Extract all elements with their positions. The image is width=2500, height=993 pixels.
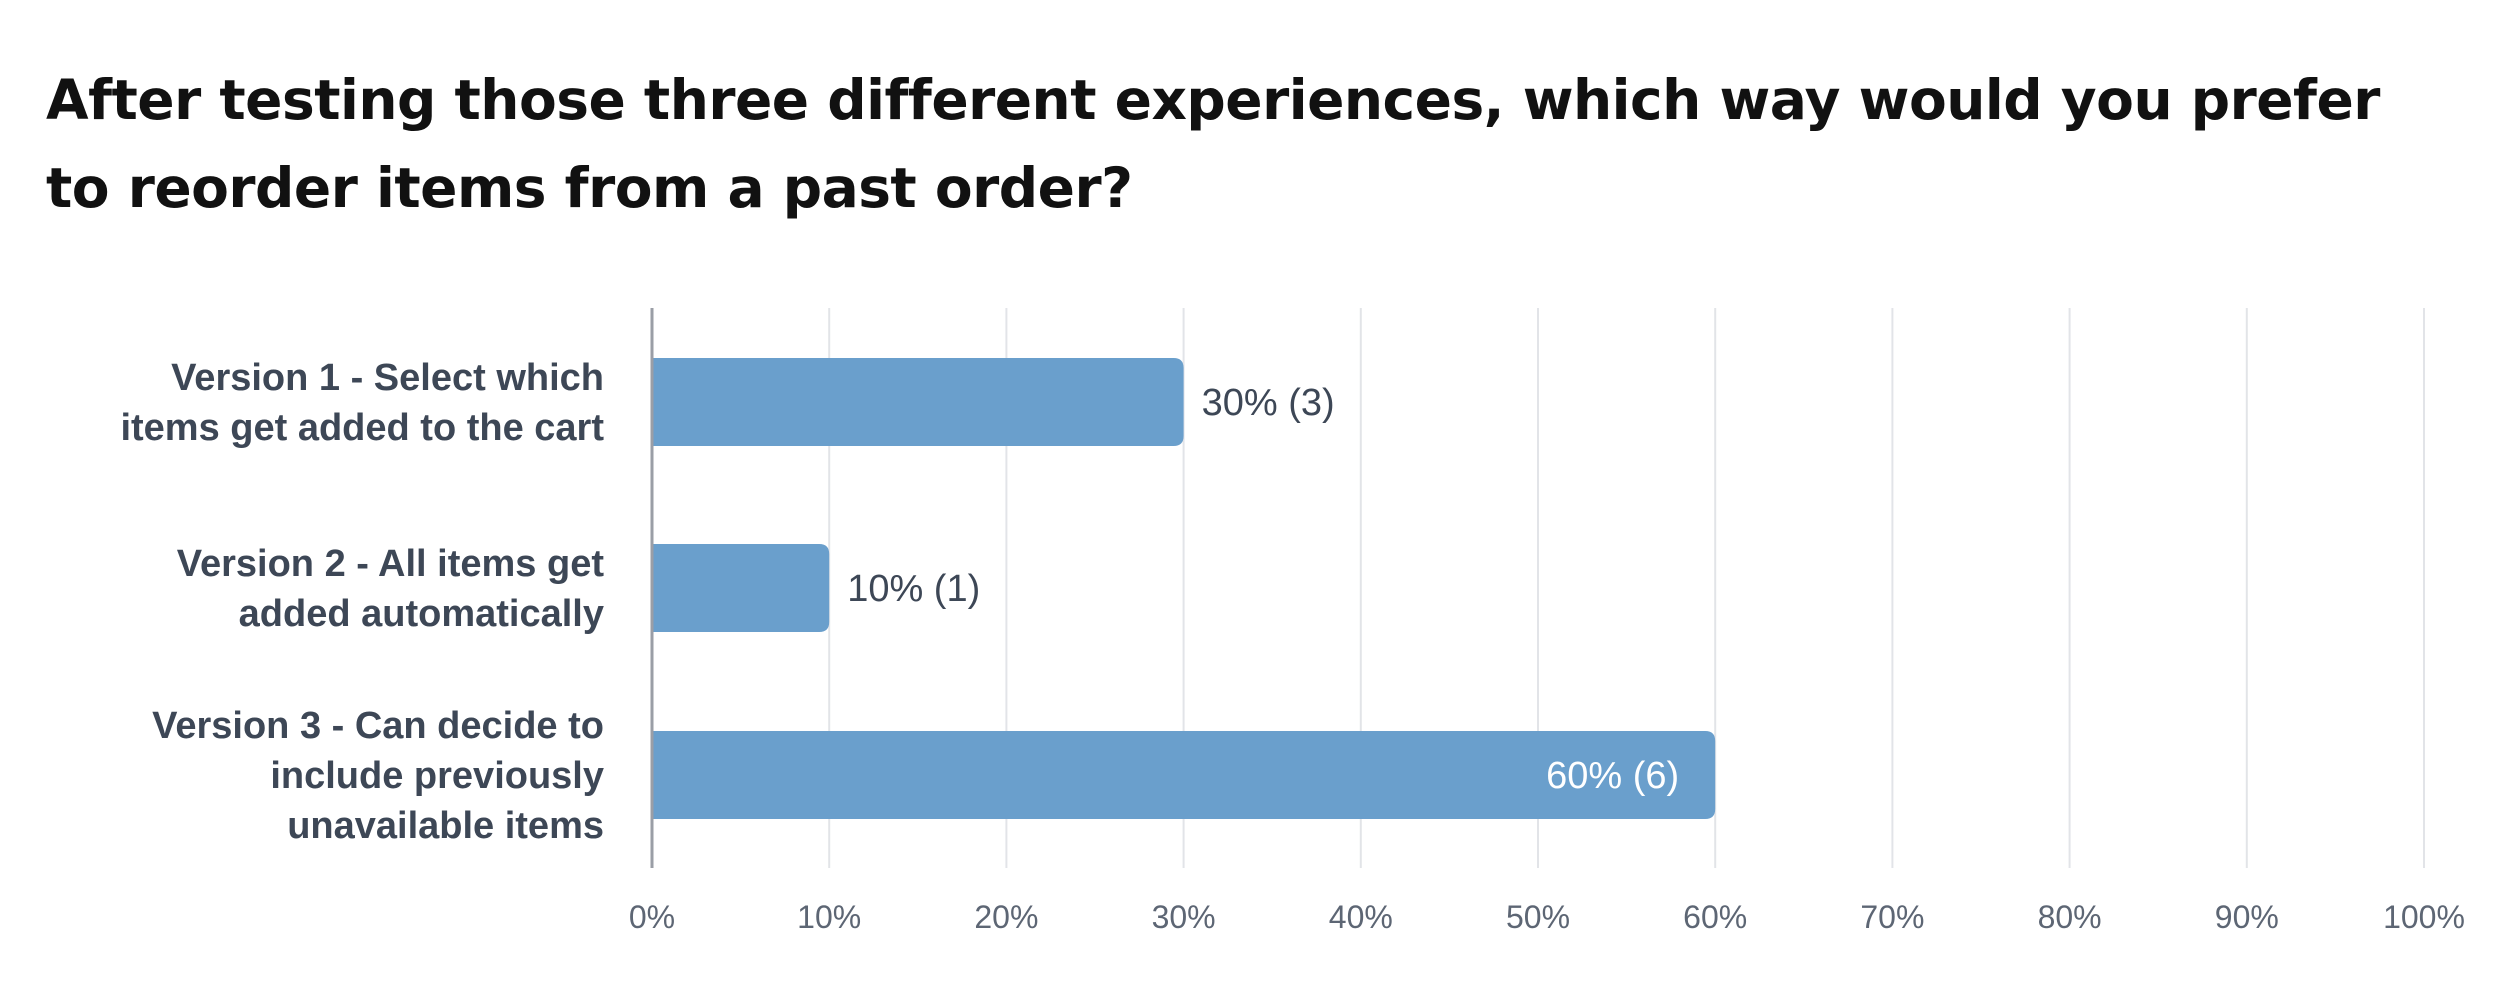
- question-title: After testing those three different expe…: [46, 68, 2380, 220]
- x-tick-label: 10%: [797, 899, 861, 935]
- category-label: items get added to the cart: [120, 407, 604, 449]
- x-tick-label: 40%: [1329, 899, 1393, 935]
- category-label: added automatically: [239, 593, 604, 635]
- data-label: 30% (3): [1202, 382, 1335, 424]
- x-tick-label: 0%: [629, 899, 675, 935]
- x-tick-label: 70%: [1860, 899, 1924, 935]
- data-labels: 30% (3) 10% (1) 60% (6): [847, 382, 1679, 797]
- category-label: include previously: [270, 755, 604, 797]
- category-label: Version 2 - All items get: [177, 543, 605, 585]
- bars: [652, 358, 1716, 819]
- x-tick-label: 60%: [1683, 899, 1747, 935]
- bar: [652, 731, 1716, 819]
- x-tick-label: 90%: [2215, 899, 2279, 935]
- bar: [652, 358, 1184, 446]
- category-label: Version 3 - Can decide to: [152, 705, 604, 747]
- x-tick-label: 100%: [2383, 899, 2465, 935]
- x-axis-ticks: 0% 10% 20% 30% 40% 50% 60% 70% 80% 90% 100%: [629, 899, 2465, 935]
- x-tick-label: 30%: [1152, 899, 1216, 935]
- category-label: unavailable items: [287, 805, 604, 847]
- category-labels: Version 1 - Select which items get added …: [120, 357, 604, 847]
- x-tick-label: 50%: [1506, 899, 1570, 935]
- bar: [652, 544, 830, 632]
- category-label: Version 1 - Select which: [171, 357, 604, 399]
- data-label: 10% (1): [847, 568, 980, 610]
- x-tick-label: 80%: [2038, 899, 2102, 935]
- data-label: 60% (6): [1546, 755, 1679, 797]
- x-tick-label: 20%: [974, 899, 1038, 935]
